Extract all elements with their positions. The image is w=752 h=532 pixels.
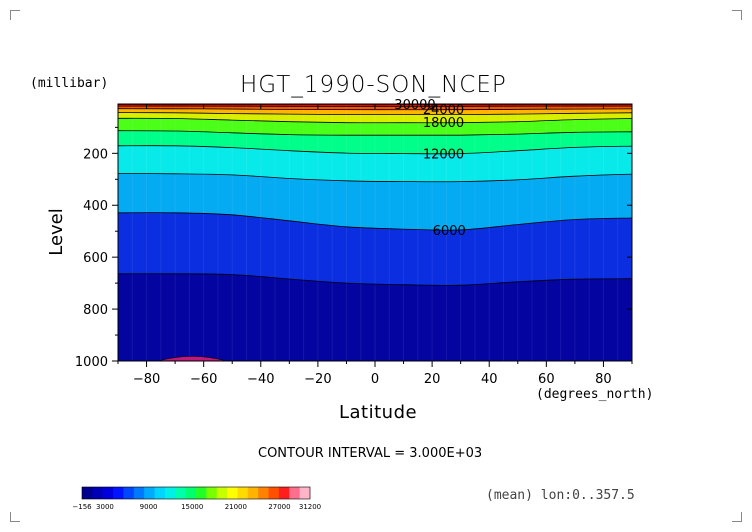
y-tick-label: 200 — [83, 147, 108, 162]
x-tick-label: 20 — [424, 372, 441, 387]
crop-mark-tl — [10, 10, 20, 11]
x-units-label: (degrees_north) — [536, 387, 654, 402]
contour-line — [118, 212, 632, 231]
colorbar-label: 3000 — [96, 503, 114, 511]
y-tick-label: 400 — [83, 199, 108, 214]
contour-label: 24000 — [423, 103, 464, 118]
contour-label: 6000 — [433, 224, 466, 239]
colorbar-swatch — [247, 487, 259, 499]
colorbar-swatch — [133, 487, 145, 499]
colorbar-swatch — [227, 487, 238, 499]
crop-mark-br — [732, 521, 742, 522]
colorbar-label: 15000 — [181, 503, 203, 511]
y-axis-label: Level — [46, 208, 67, 256]
colorbar-swatch — [164, 487, 176, 499]
x-axis-label: Latitude — [339, 402, 418, 423]
crop-mark-tr — [732, 10, 742, 11]
colorbar-label: 27000 — [268, 503, 290, 511]
crop-mark-tl — [10, 10, 11, 20]
colorbar-label: 9000 — [140, 503, 158, 511]
colorbar-swatch — [102, 487, 114, 499]
x-tick-label: −80 — [133, 372, 160, 387]
contour-label: 18000 — [423, 116, 464, 131]
colorbar-swatch — [206, 487, 218, 499]
colorbar-swatch — [175, 487, 187, 499]
colorbar-swatch — [123, 487, 135, 499]
y-units-label: (millibar) — [30, 76, 109, 91]
y-axis-ticks: 200 400 600 800 1000 — [75, 126, 632, 370]
contour-line — [118, 112, 632, 116]
colorbar-swatch — [258, 487, 270, 499]
colorbar-label: 31200 — [299, 503, 321, 511]
colorbar-swatch — [154, 487, 166, 499]
x-tick-label: 80 — [595, 372, 612, 387]
contour-line — [118, 117, 632, 124]
y-tick-label: 600 — [83, 251, 108, 266]
x-tick-label: −60 — [190, 372, 217, 387]
colorbar-swatch — [299, 487, 311, 499]
chart-title: HGT_1990-SON_NCEP — [240, 72, 507, 98]
colorbar-swatch — [82, 487, 93, 499]
colorbar-label: 21000 — [225, 503, 247, 511]
crop-mark-bl — [10, 512, 11, 522]
colorbar-swatch — [185, 487, 197, 499]
y-tick-label: 1000 — [75, 355, 108, 370]
colorbar-swatch — [216, 487, 228, 499]
colorbar: −156 3000 9000 15000 21000 27000 31200 — [72, 486, 321, 511]
colorbar-swatch — [237, 487, 249, 499]
colorbar-swatch — [92, 487, 104, 499]
colorbar-swatch — [144, 487, 156, 499]
contour-fills — [118, 104, 632, 361]
contour-line — [118, 130, 632, 136]
colorbar-swatch — [196, 487, 207, 499]
footer-text: (mean) lon:0..357.5 — [486, 488, 635, 503]
contour-label: 30000 — [394, 98, 435, 113]
colorbar-label: −156 — [72, 503, 92, 511]
contour-line — [118, 273, 632, 286]
x-tick-label: 40 — [481, 372, 498, 387]
y-tick-label: 800 — [83, 303, 108, 318]
x-tick-label: −20 — [304, 372, 331, 387]
contour-line — [118, 145, 632, 155]
colorbar-swatch — [289, 487, 301, 499]
contour-line — [118, 173, 632, 183]
crop-mark-br — [741, 512, 742, 522]
x-tick-label: 0 — [371, 372, 379, 387]
colorbar-swatch — [278, 487, 290, 499]
x-tick-label: 60 — [538, 372, 555, 387]
x-tick-label: −40 — [247, 372, 274, 387]
contour-label: 12000 — [423, 147, 464, 162]
crop-mark-tr — [741, 10, 742, 20]
crop-mark-bl — [10, 521, 20, 522]
colorbar-swatch — [113, 487, 124, 499]
x-axis-ticks: −80 −60 −40 −20 0 20 40 60 80 — [117, 104, 633, 387]
colorbar-frame — [81, 486, 311, 500]
contour-interval-text: CONTOUR INTERVAL = 3.000E+03 — [258, 446, 483, 461]
colorbar-swatch — [268, 487, 280, 499]
